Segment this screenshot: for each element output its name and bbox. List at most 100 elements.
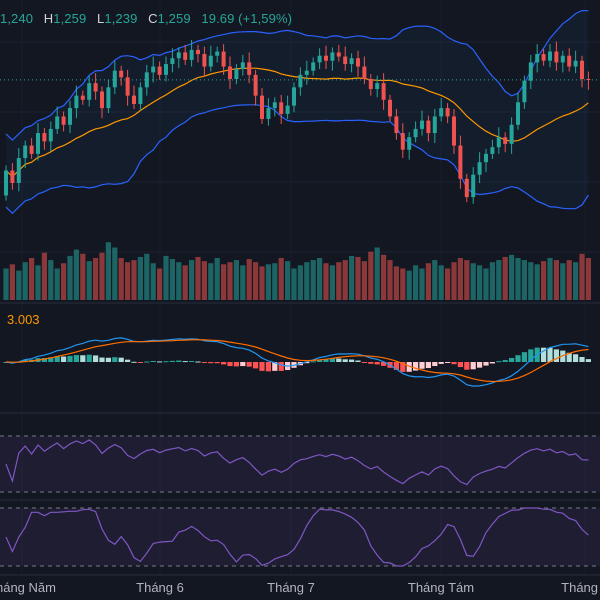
stochastic-rsi-panel	[0, 507, 600, 567]
candle-body	[452, 116, 456, 146]
candle-body	[445, 108, 450, 117]
volume-bar	[291, 268, 297, 300]
macd-histogram-bar	[253, 362, 259, 369]
candle-body	[215, 51, 220, 56]
volume-bar	[118, 258, 124, 300]
macd-histogram-bar	[336, 358, 342, 362]
candle-body	[420, 120, 424, 129]
volume-bar	[16, 270, 22, 300]
close-value: 1,259	[157, 11, 191, 26]
macd-histogram-bar	[112, 357, 118, 362]
candle-body	[42, 133, 47, 142]
volume-bar	[413, 265, 419, 300]
candle-body	[400, 133, 405, 150]
volume-bar	[48, 260, 54, 300]
macd-histogram-bar	[445, 362, 451, 363]
macd-histogram-bar	[451, 362, 457, 365]
volume-bar	[131, 260, 137, 300]
candle-body	[503, 137, 508, 144]
macd-histogram-bar	[413, 362, 419, 371]
macd-histogram-bar	[361, 362, 367, 363]
candle-body	[484, 153, 488, 163]
volume-bar	[489, 262, 495, 300]
macd-histogram-bar	[48, 357, 54, 362]
volume-bar	[208, 263, 214, 300]
macd-histogram-bar	[425, 362, 431, 369]
volume-bar	[387, 260, 393, 300]
bollinger-fill	[6, 10, 589, 214]
candle-body	[132, 95, 136, 104]
volume-bar	[406, 270, 412, 300]
macd-histogram-bar	[381, 362, 387, 366]
volume-bar	[579, 253, 585, 300]
x-label-september: Tháng 9	[561, 580, 600, 595]
macd-histogram-bar	[374, 362, 380, 365]
candle-body	[349, 58, 354, 65]
volume-bar	[22, 262, 28, 300]
macd-histogram-bar	[457, 362, 463, 368]
macd-histogram-bar	[477, 362, 483, 368]
volume-bar	[189, 260, 195, 300]
macd-histogram-bar	[214, 362, 220, 364]
candle-body	[586, 79, 591, 81]
bollinger-lower-line	[5, 104, 589, 215]
macd-value: 3.003	[7, 312, 40, 327]
candle-body	[560, 55, 565, 63]
candle-body	[324, 55, 328, 61]
macd-histogram-bar	[509, 358, 515, 362]
candle-body	[471, 174, 476, 198]
candle-body	[362, 66, 367, 80]
candle-body	[381, 83, 386, 100]
candle-body	[196, 49, 200, 55]
macd-histogram-bar	[163, 361, 169, 363]
macd-histogram-bar	[131, 361, 137, 363]
macd-histogram-bar	[329, 358, 335, 362]
candle-body	[266, 108, 271, 119]
volume-bar	[425, 263, 431, 300]
macd-histogram-bar	[61, 356, 67, 362]
macd-histogram-bar	[368, 362, 374, 364]
macd-histogram-bar	[419, 362, 425, 369]
candle-body	[125, 77, 130, 96]
volume-bar	[323, 263, 329, 300]
volume-bar	[41, 252, 47, 300]
volume-bar	[35, 265, 41, 300]
x-axis: Tháng Năm Tháng 6 Tháng 7 Tháng Tám Thán…	[0, 576, 600, 600]
candle-body	[343, 56, 348, 65]
volume-bar	[285, 261, 291, 300]
volume-bar	[445, 268, 451, 300]
macd-histogram-bar	[553, 349, 559, 362]
candle-body	[221, 51, 226, 67]
macd-histogram-bar	[150, 360, 156, 362]
candle-body	[477, 162, 482, 175]
macd-histogram-bar	[464, 362, 470, 370]
candle-body	[458, 145, 463, 179]
volume-bar	[381, 254, 387, 300]
candle-body	[228, 66, 232, 80]
volume-bar	[253, 262, 259, 300]
volume-bar	[259, 266, 265, 300]
macd-histogram-bar	[317, 359, 323, 362]
volume-bar	[9, 264, 15, 300]
candle-body	[176, 52, 181, 59]
macd-histogram-bar	[323, 359, 329, 362]
candle-body	[535, 54, 540, 63]
candle-body	[74, 95, 79, 109]
volume-bar	[317, 258, 323, 300]
volume-bar	[221, 264, 227, 300]
macd-histogram-bar	[272, 362, 278, 371]
candle-body	[567, 55, 572, 67]
volume-bar	[464, 260, 470, 300]
candle-body	[61, 116, 66, 125]
candle-body	[304, 70, 309, 75]
candle-body	[407, 137, 412, 150]
x-label-may: Tháng Năm	[0, 580, 56, 595]
macd-histogram-bar	[182, 361, 188, 363]
pane-separators	[0, 302, 600, 576]
candle-body	[10, 170, 15, 183]
macd-histogram-bar	[176, 360, 182, 362]
macd-histogram-bar	[227, 362, 233, 367]
macd-panel	[3, 337, 591, 387]
volume-bar	[457, 258, 463, 300]
